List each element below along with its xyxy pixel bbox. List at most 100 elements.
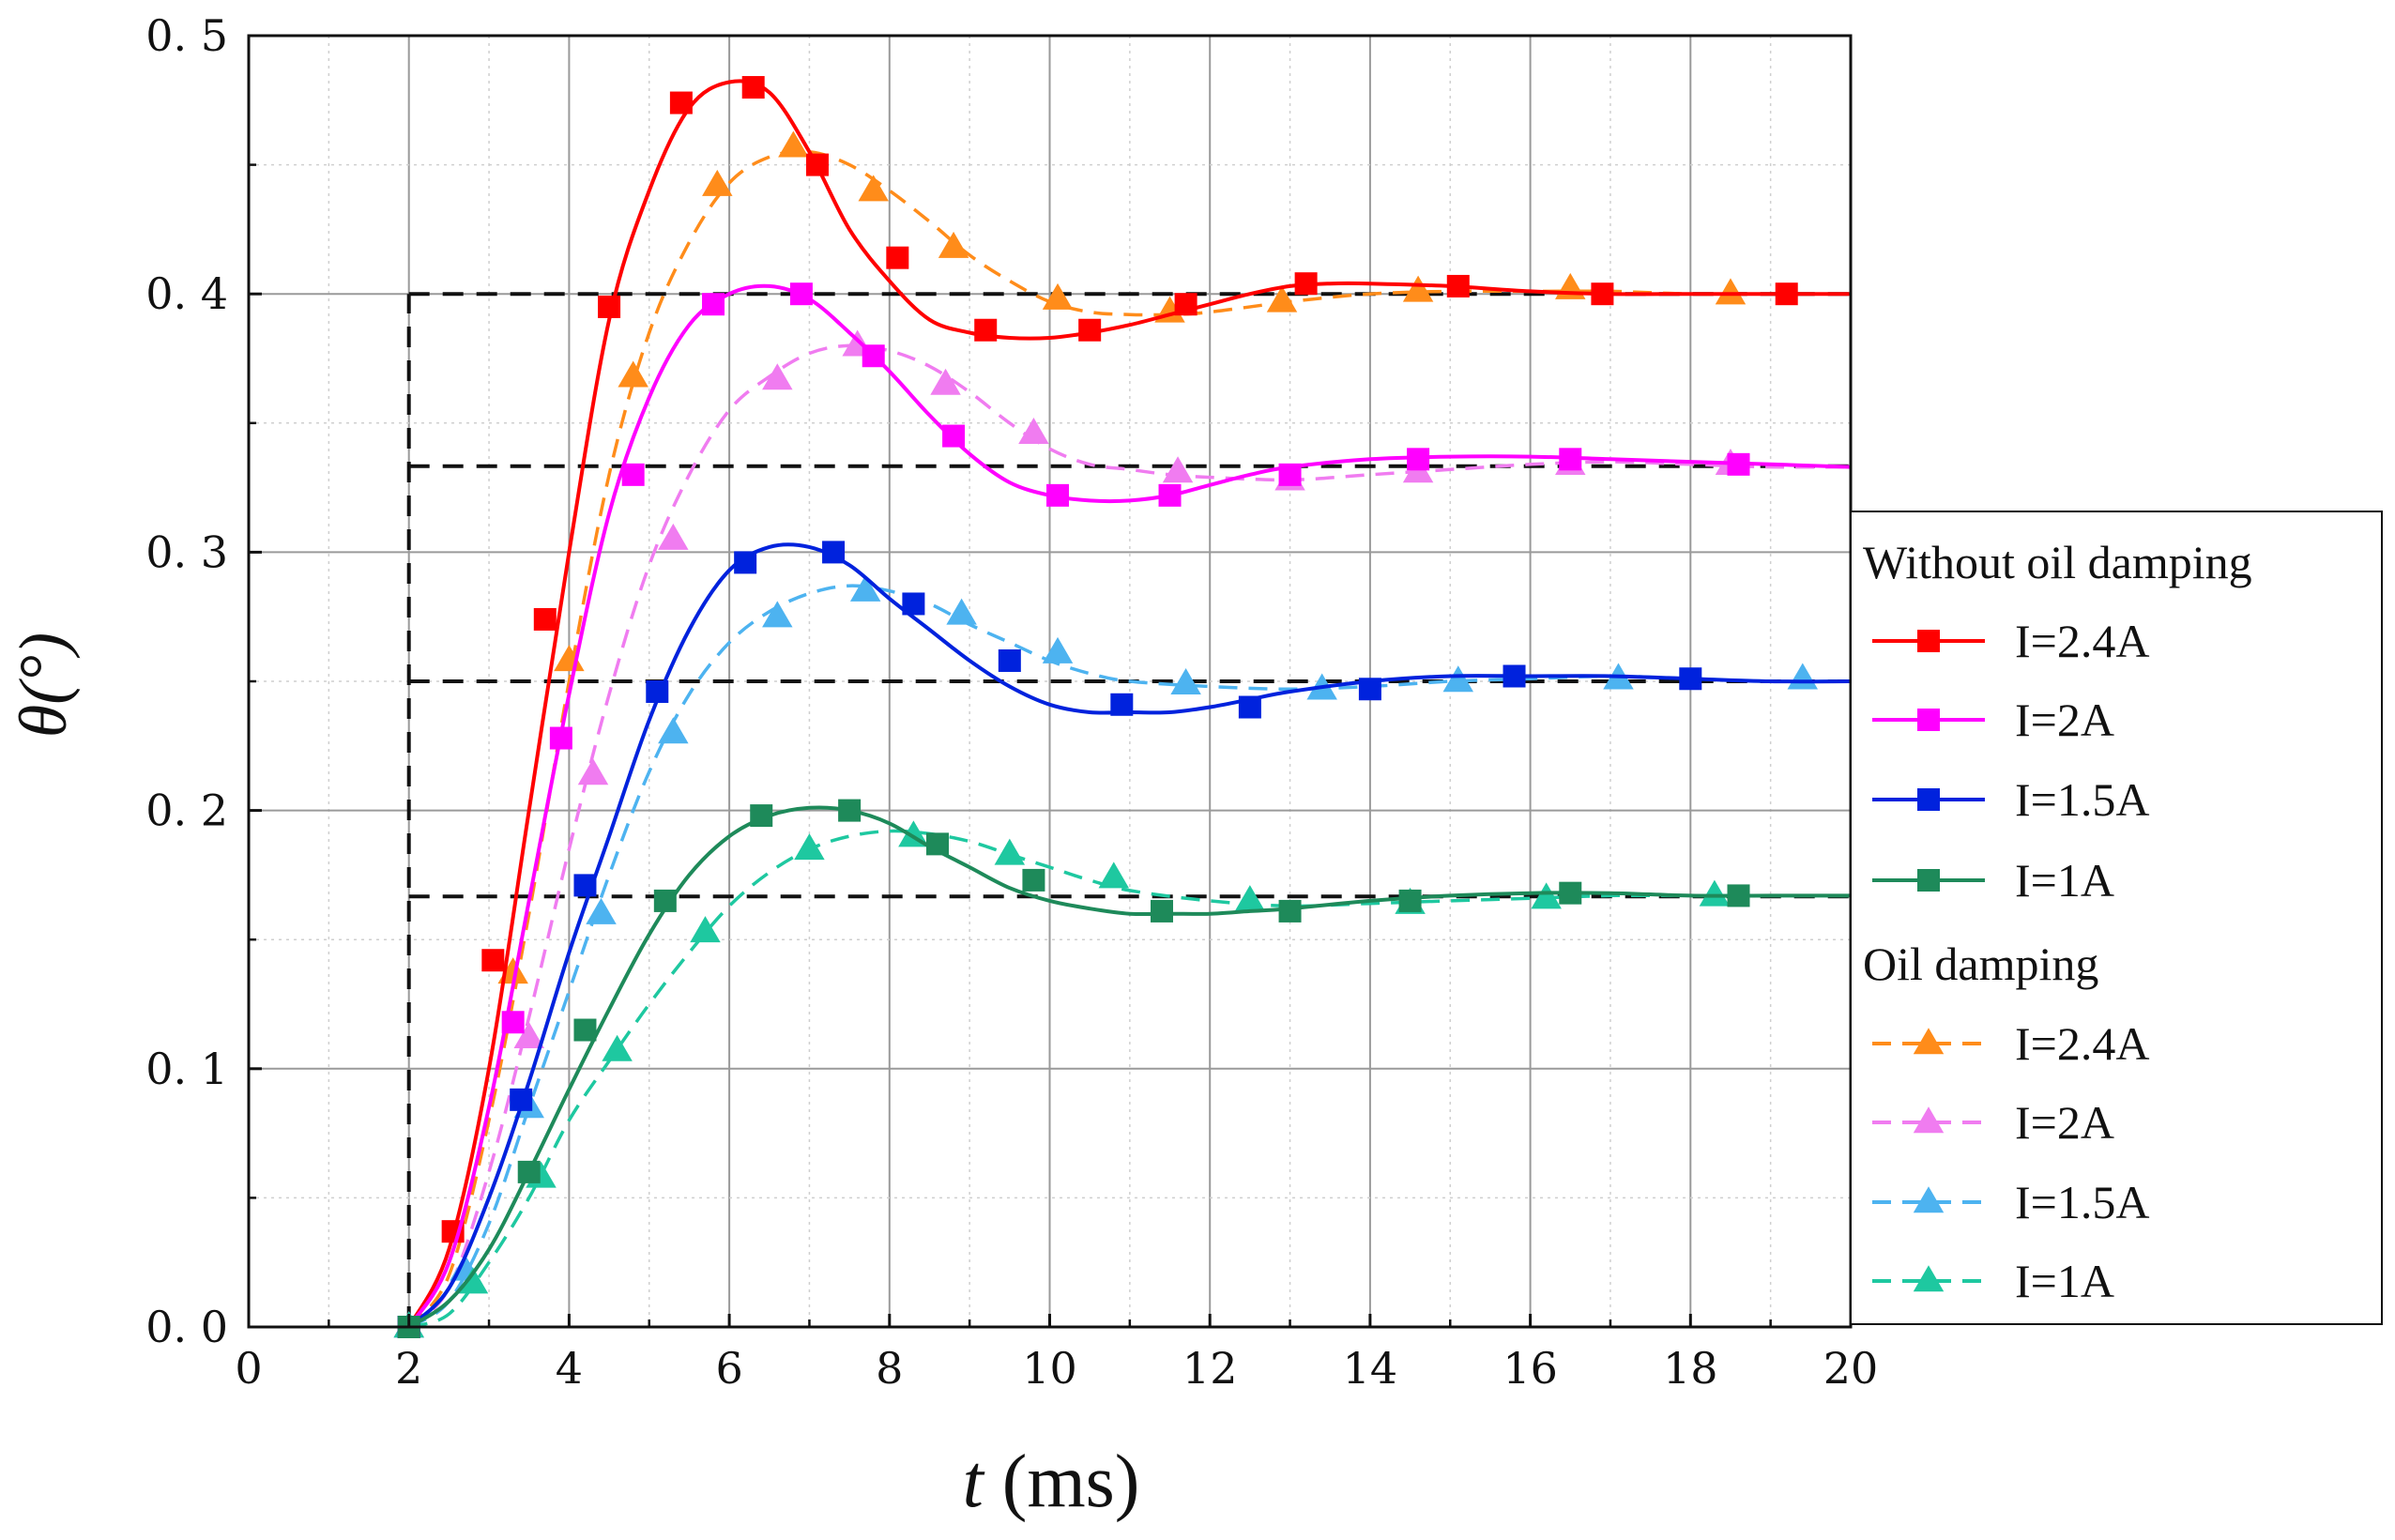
legend-entry: I=2.4A: [1872, 1017, 2149, 1070]
y-tick-label: 0. 5: [145, 10, 228, 61]
data-point: [886, 246, 909, 269]
data-point: [1294, 272, 1318, 296]
y-tick-label: 0. 4: [145, 268, 228, 319]
y-tick-label: 0. 2: [145, 785, 228, 836]
data-point: [621, 463, 645, 486]
x-tick-label: 6: [715, 1343, 742, 1394]
data-point: [805, 153, 829, 176]
data-point: [1278, 899, 1302, 922]
legend: Without oil damping I=2.4A I=2A I=1.5A I=1A O…: [1850, 511, 2383, 1325]
data-point: [513, 1021, 544, 1048]
data-point: [998, 648, 1021, 672]
data-point: [658, 523, 689, 550]
data-point: [658, 717, 689, 744]
data-point: [974, 318, 998, 342]
data-point: [1679, 667, 1702, 691]
x-tick-label: 0: [235, 1343, 262, 1394]
data-point: [573, 1018, 597, 1042]
data-point: [902, 592, 925, 616]
series-line: [408, 829, 1851, 1329]
data-point: [789, 282, 813, 306]
legend-entry: I=1A: [1872, 854, 2114, 907]
legend-entry: I=2.4A: [1872, 615, 2149, 667]
series-line: [407, 343, 1852, 1329]
legend-swatch-marker: [1913, 1106, 1945, 1134]
legend-entry: I=2A: [1872, 694, 2114, 746]
x-tick-label: 18: [1663, 1343, 1718, 1394]
data-point: [946, 598, 977, 625]
data-point: [1110, 693, 1134, 716]
data-point: [938, 231, 969, 258]
y-tick-label: 0. 1: [145, 1044, 228, 1094]
data-point: [822, 541, 846, 564]
data-point: [1266, 285, 1298, 313]
legend-swatch-marker: [1917, 709, 1940, 731]
data-point: [750, 804, 773, 828]
data-point: [573, 874, 597, 897]
series-layer: [393, 76, 1852, 1338]
data-point: [549, 726, 572, 750]
legend-swatch-marker: [1917, 869, 1940, 892]
y-tick-label: 0. 0: [145, 1302, 228, 1352]
data-point: [702, 293, 725, 316]
data-point: [1174, 293, 1198, 316]
y-tick-label: 0. 3: [145, 526, 228, 577]
y-axis-title: θ(°): [6, 633, 81, 738]
data-point: [1078, 318, 1102, 342]
data-point: [1158, 483, 1182, 507]
data-point: [1775, 282, 1798, 306]
data-point: [858, 175, 889, 202]
data-point: [1042, 636, 1074, 663]
axes: 0 2 4 6 8 10 12 14 16 18 20 0. 0 0. 1 0. 2 0. 3 0. 4 0. …: [145, 10, 1878, 1394]
legend-swatch-marker: [1917, 788, 1940, 811]
data-point: [838, 799, 862, 822]
x-tick-label: 12: [1182, 1343, 1238, 1394]
legend-entry: I=1A: [1872, 1255, 2114, 1307]
legend-group-title: Oil damping: [1863, 938, 2098, 990]
series-without-oil-damping-i-2a: [397, 282, 1852, 1338]
data-point: [602, 1034, 633, 1061]
x-axis-unit: (ms): [984, 1441, 1140, 1523]
data-point: [501, 1011, 525, 1034]
data-point: [457, 1267, 489, 1294]
data-point: [926, 832, 950, 856]
data-point: [1238, 695, 1261, 719]
data-point: [690, 916, 721, 943]
data-point: [762, 363, 793, 390]
legend-label: I=1.5A: [2015, 773, 2149, 826]
data-point: [762, 601, 793, 628]
legend-entry: I=2A: [1872, 1096, 2114, 1149]
data-point: [586, 897, 617, 924]
data-point: [1559, 881, 1582, 905]
x-tick-label: 16: [1503, 1343, 1558, 1394]
data-point: [1503, 664, 1526, 688]
data-point: [1022, 868, 1045, 892]
x-tick-label: 4: [556, 1343, 583, 1394]
x-tick-label: 8: [876, 1343, 903, 1394]
legend-label: I=1A: [2015, 1255, 2114, 1307]
data-point: [669, 91, 693, 114]
data-point: [646, 680, 669, 704]
data-point: [930, 368, 961, 395]
legend-swatch-marker: [1913, 1028, 1945, 1055]
data-point: [510, 1088, 533, 1111]
data-point: [1358, 678, 1381, 701]
legend-group-title: Without oil damping: [1863, 536, 2252, 588]
x-tick-label: 2: [395, 1343, 422, 1394]
data-point: [1098, 861, 1130, 889]
data-point: [1398, 889, 1422, 912]
legend-label: I=2A: [2015, 694, 2114, 746]
data-point: [1407, 448, 1430, 471]
legend-swatch-marker: [1913, 1265, 1945, 1292]
data-point: [1150, 899, 1173, 922]
x-tick-label: 20: [1823, 1343, 1879, 1394]
data-point: [481, 949, 505, 972]
data-point: [942, 424, 966, 448]
data-point: [778, 130, 809, 158]
x-tick-label: 14: [1343, 1343, 1398, 1394]
data-point: [1559, 448, 1582, 471]
series-without-oil-damping-i-2-4a: [397, 76, 1851, 1338]
data-point: [1442, 665, 1474, 693]
x-axis-title: t (ms): [963, 1441, 1140, 1523]
